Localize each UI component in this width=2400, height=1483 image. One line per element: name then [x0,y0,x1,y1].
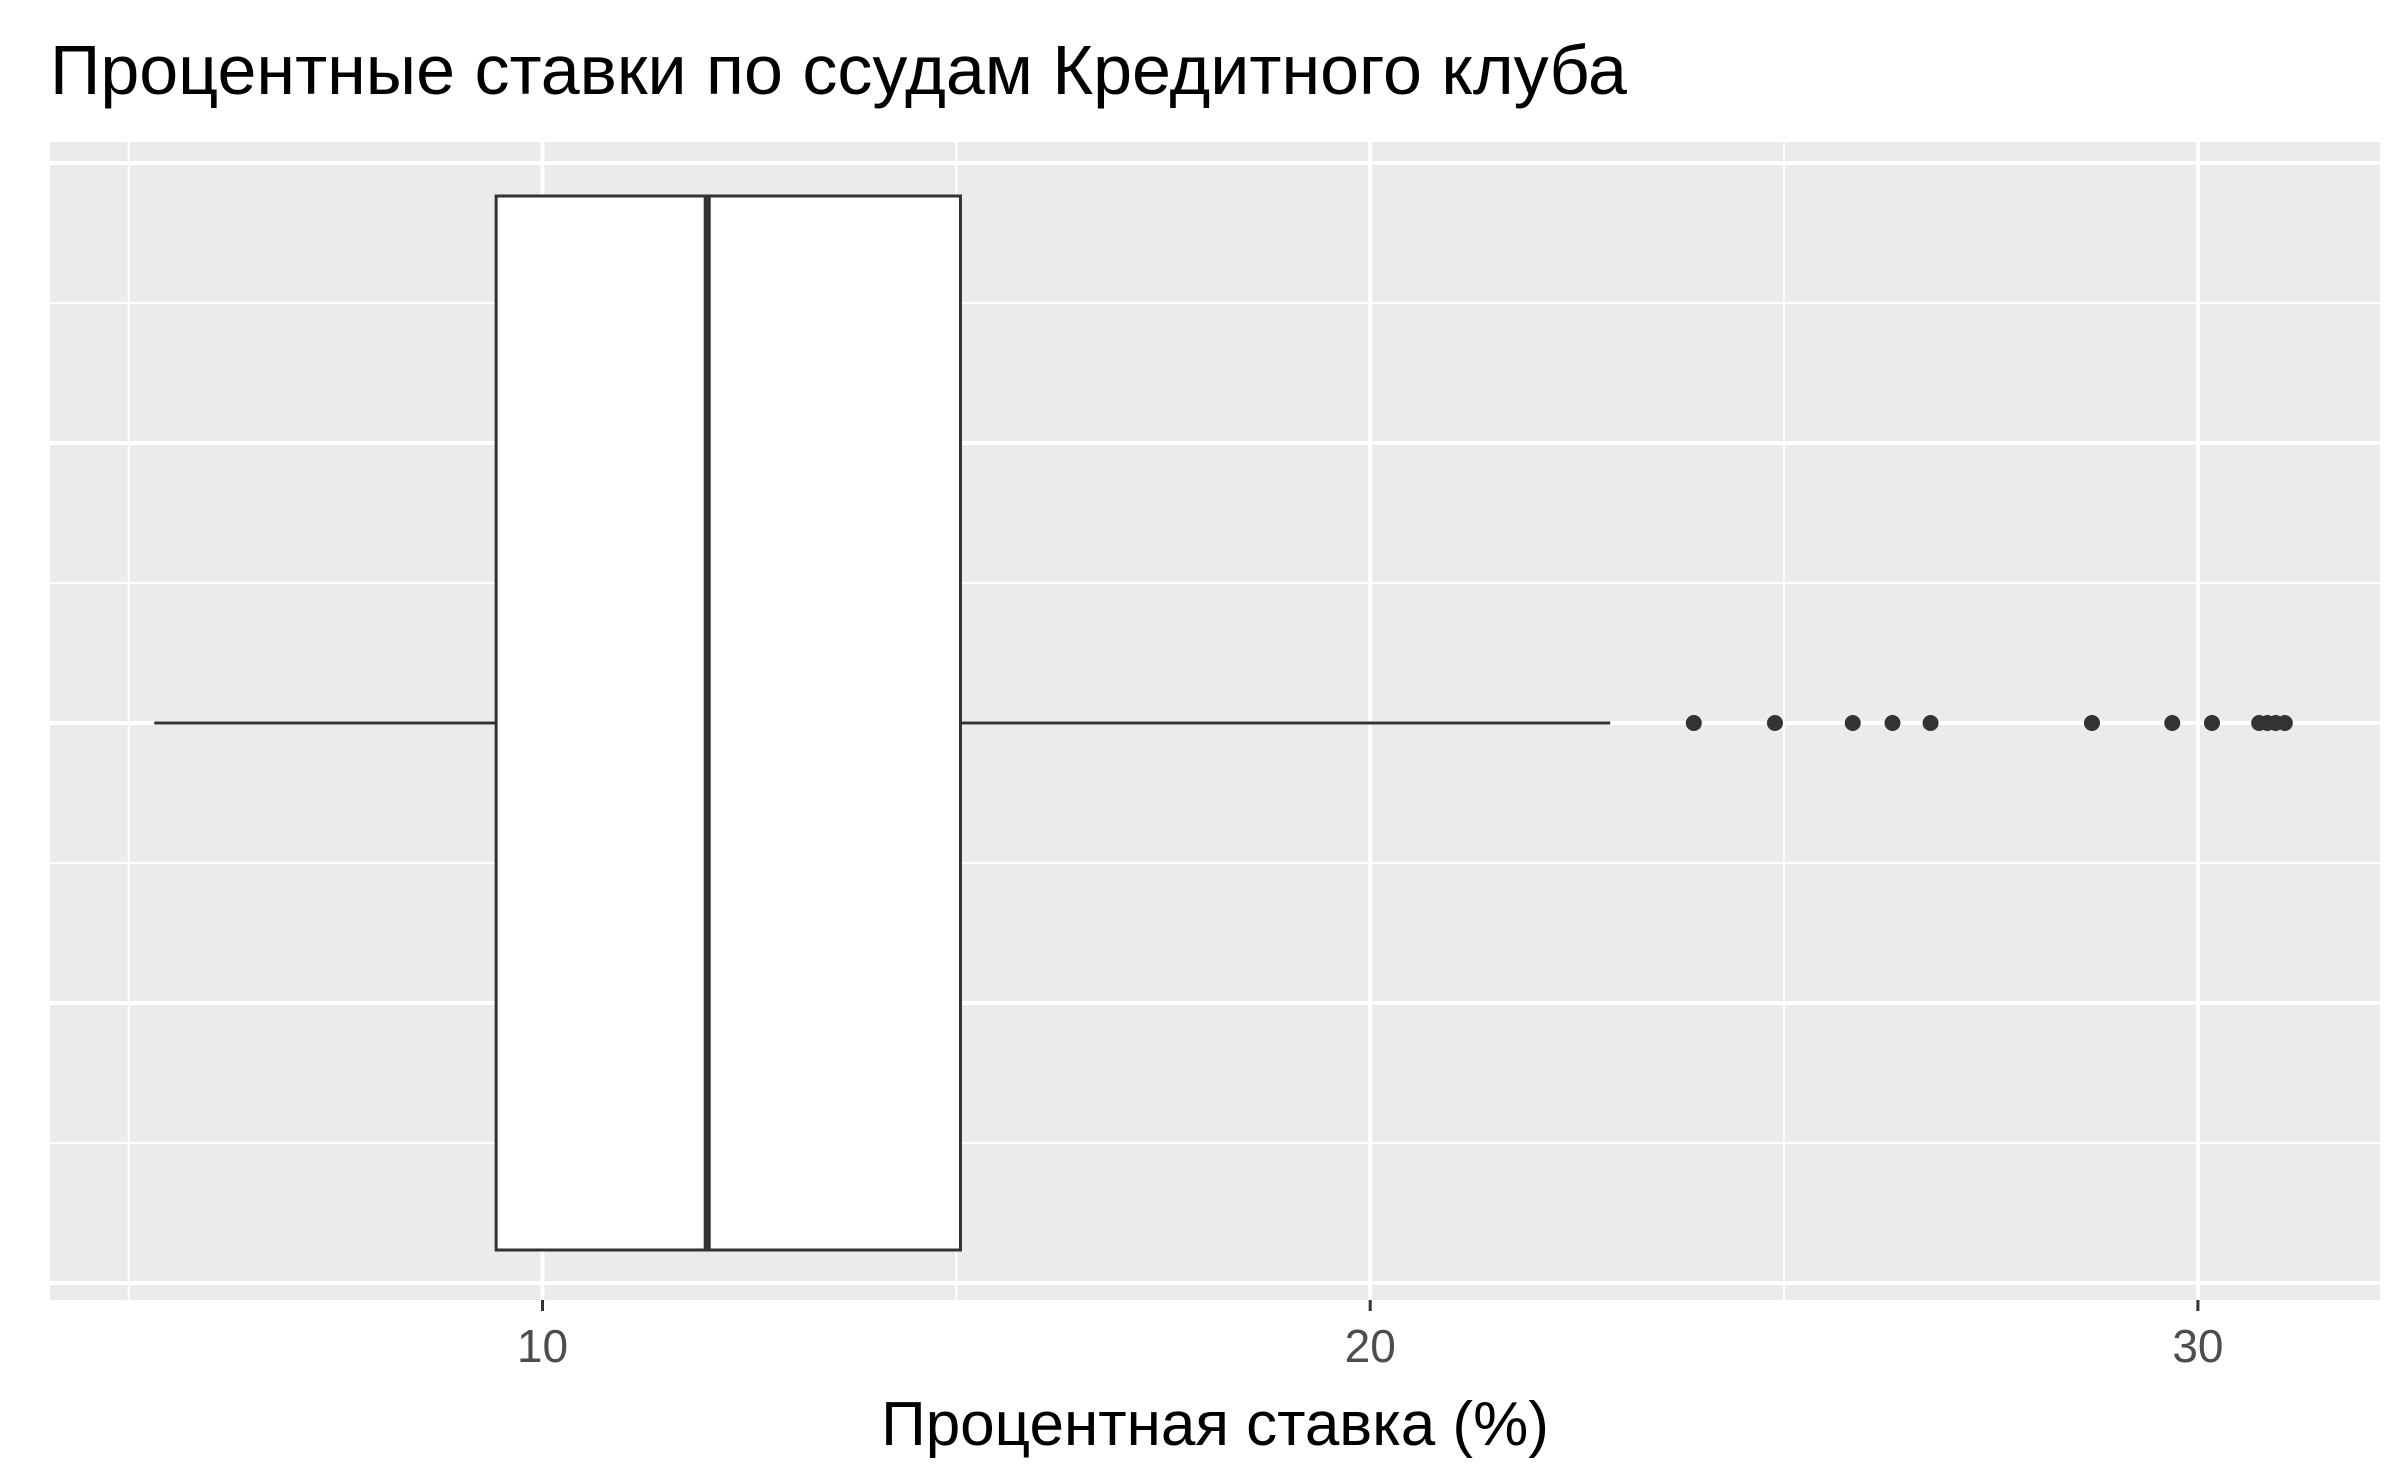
x-tick-label-1: 20 [1345,1320,1396,1372]
outlier-point-1 [1766,715,1783,731]
outlier-point-2 [1844,715,1861,731]
outlier-point-11 [2276,715,2293,731]
outlier-point-5 [2083,715,2100,731]
x-axis: 10 20 30 [517,1300,2223,1372]
chart-title: Процентные ставки по ссудам Кредитного к… [50,31,1627,109]
x-tick-label-0: 10 [517,1320,568,1372]
x-axis-title: Процентная ставка (%) [881,1390,1549,1459]
outlier-layer [1685,715,2293,731]
outlier-point-7 [2203,715,2220,731]
outlier-point-0 [1685,715,1702,731]
box-layer [154,194,1611,1252]
outlier-point-4 [1922,715,1939,731]
x-tick-label-2: 30 [2172,1320,2223,1372]
box-iqr [494,194,962,1252]
outlier-point-6 [2164,715,2181,731]
outlier-point-3 [1884,715,1901,731]
